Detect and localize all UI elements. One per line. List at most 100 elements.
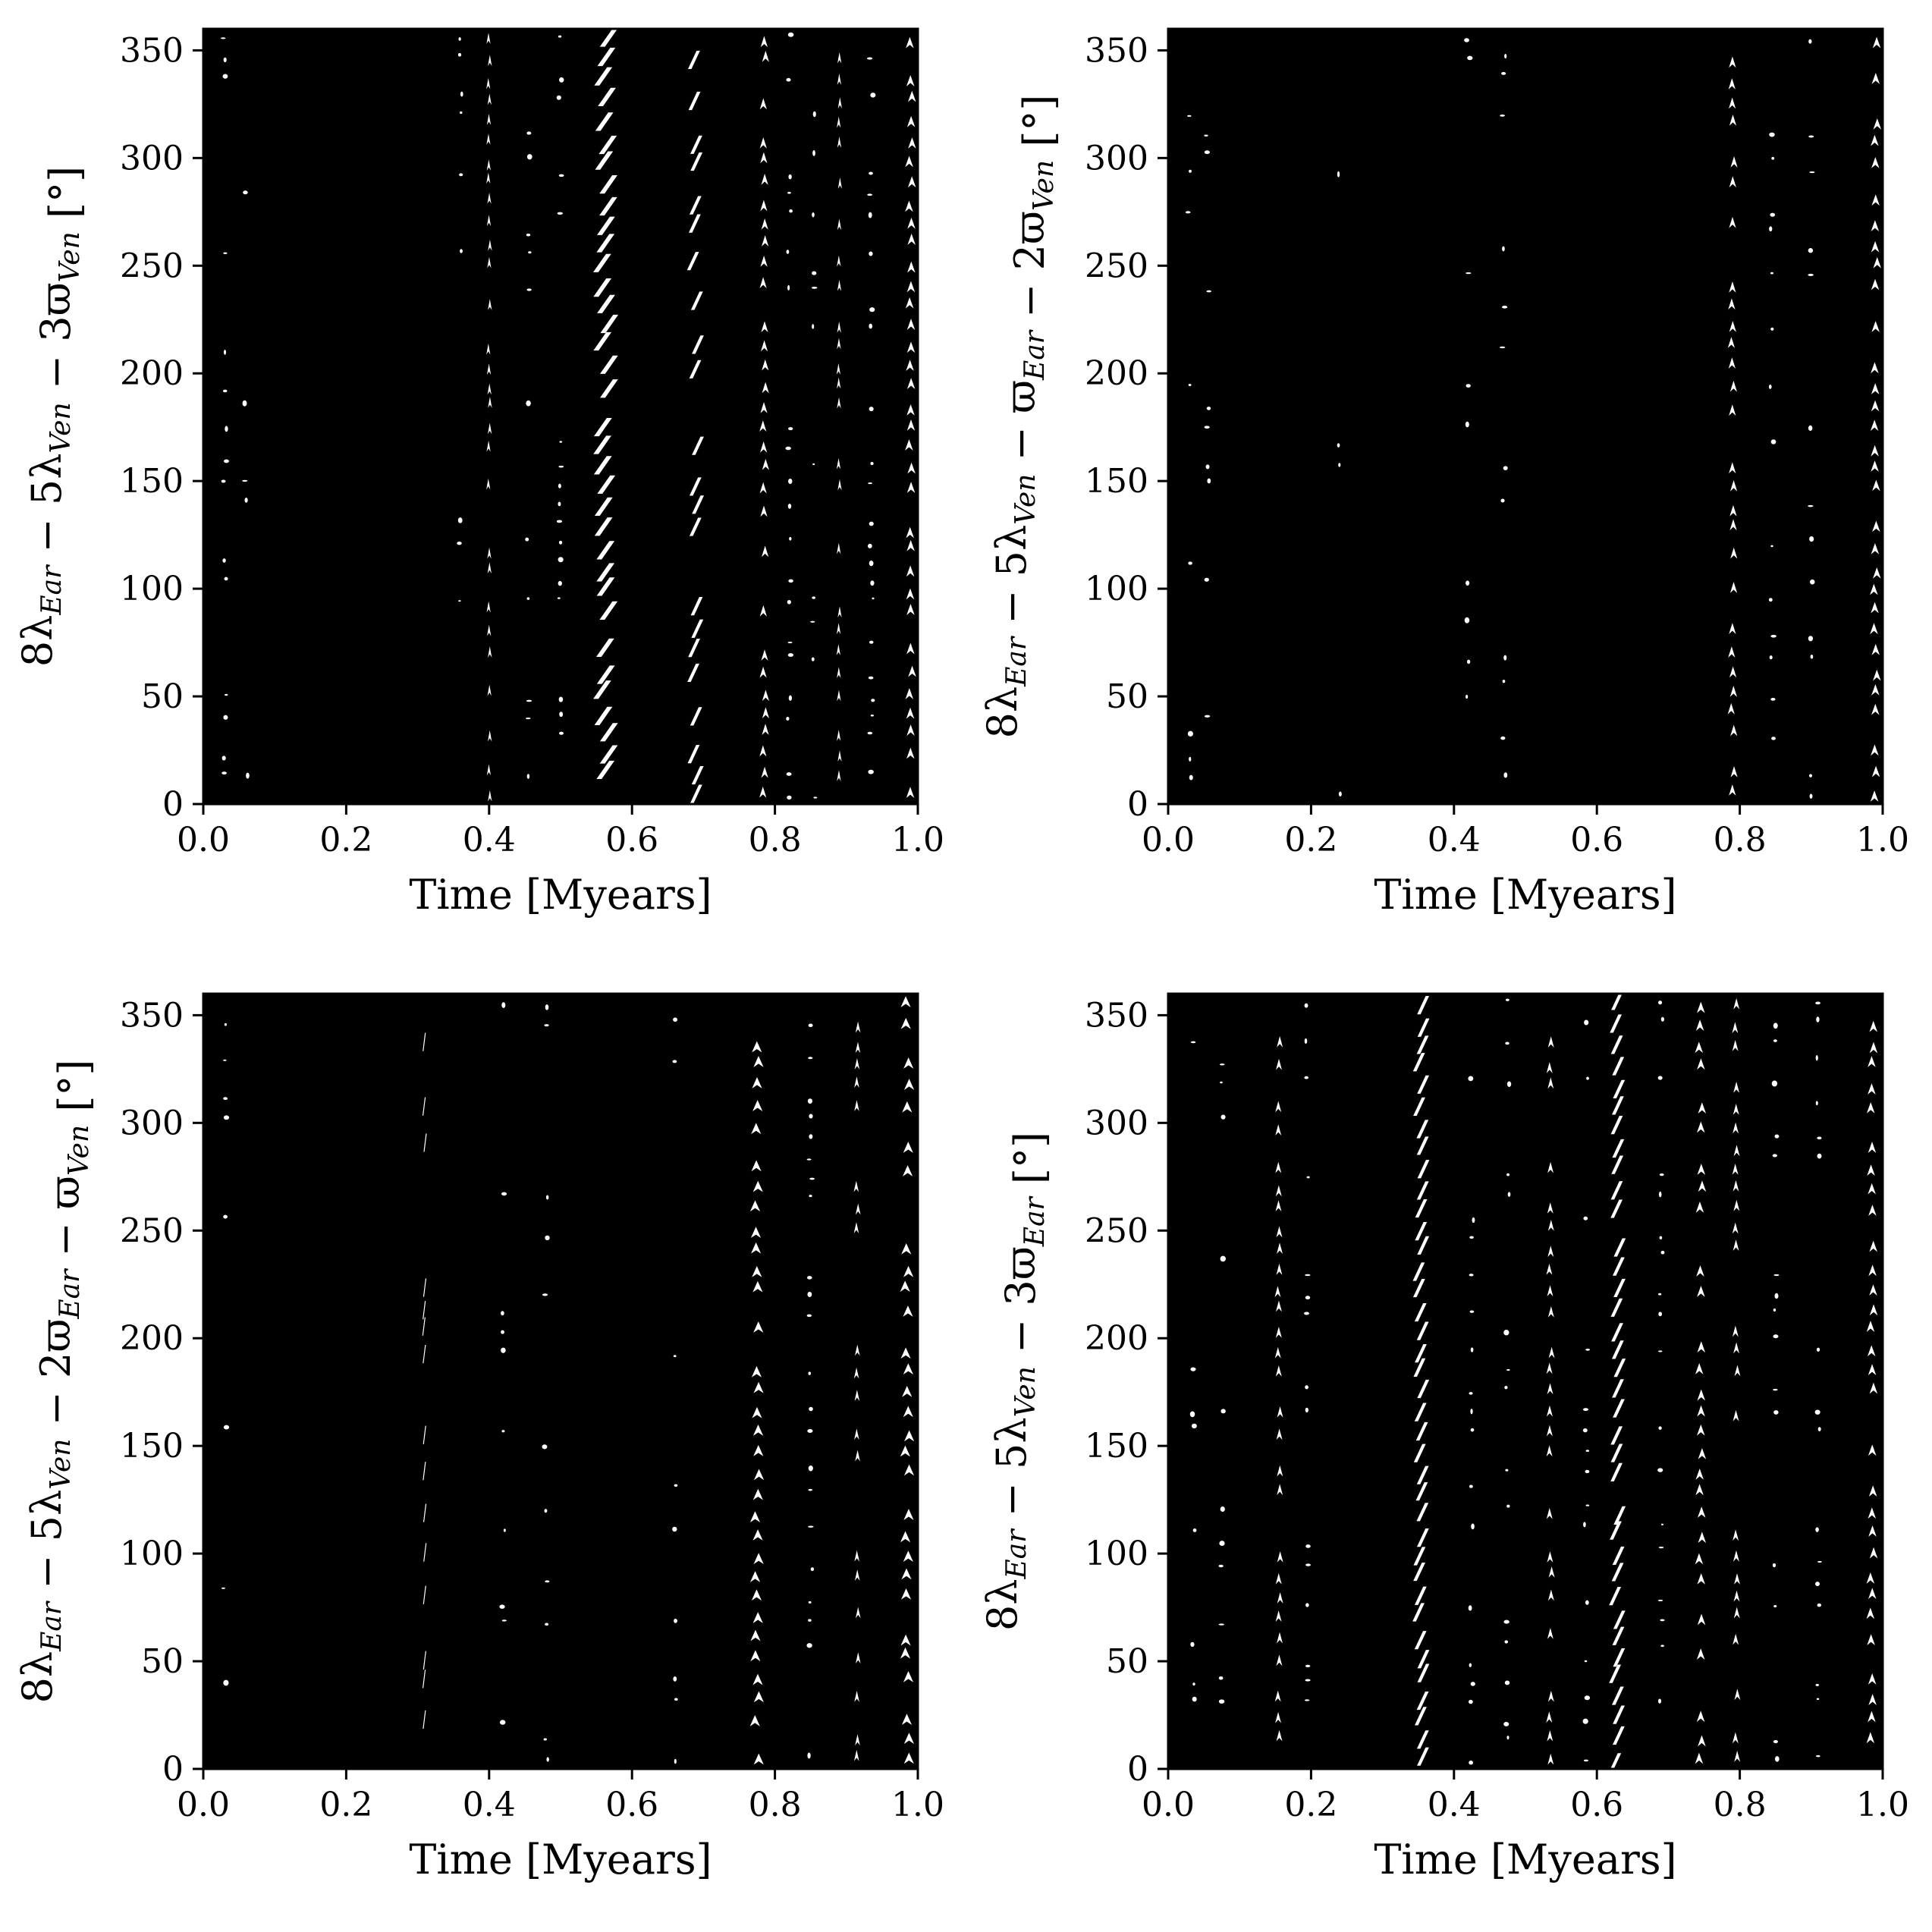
gap-mark — [810, 1567, 815, 1572]
x-tick-label: 0.6 — [1570, 821, 1623, 859]
gap-mark — [869, 307, 875, 313]
gap-mark — [1612, 1257, 1625, 1276]
gap-mark — [903, 1142, 913, 1153]
gap-mark — [1697, 1164, 1706, 1175]
gap-mark — [907, 217, 916, 229]
gap-mark — [1658, 1293, 1662, 1296]
gap-mark — [525, 717, 531, 720]
gap-mark — [457, 52, 462, 57]
gap-mark — [1697, 1286, 1705, 1297]
gap-mark — [855, 1607, 861, 1619]
gap-mark — [1871, 383, 1880, 394]
gap-mark — [1773, 1023, 1778, 1029]
gap-mark — [752, 1488, 763, 1500]
gap-mark — [599, 29, 618, 47]
gap-mark — [222, 389, 228, 393]
gap-mark — [806, 1276, 812, 1280]
gap-mark — [808, 1488, 813, 1491]
gap-mark — [1207, 478, 1211, 484]
gap-mark — [1506, 1504, 1510, 1508]
gap-mark — [1502, 680, 1506, 683]
gap-mark — [224, 1023, 227, 1026]
data-gaps — [220, 29, 916, 803]
gap-mark — [1546, 1362, 1553, 1374]
gap-mark — [868, 769, 874, 774]
gap-mark — [1869, 1240, 1877, 1252]
gap-mark — [1613, 1648, 1626, 1667]
gap-mark — [1585, 1450, 1590, 1452]
gap-mark — [1873, 118, 1882, 130]
gap-mark — [906, 707, 915, 719]
gap-mark — [1613, 1610, 1626, 1629]
gap-mark — [242, 479, 248, 482]
gap-mark — [749, 1571, 761, 1582]
gap-mark — [599, 196, 617, 216]
gap-mark — [1697, 1572, 1705, 1585]
gap-mark — [673, 1017, 678, 1022]
gap-mark — [222, 558, 226, 563]
y-tick-label: 200 — [120, 1319, 184, 1358]
gap-mark — [1815, 1582, 1820, 1587]
gap-mark — [906, 341, 916, 353]
gap-mark — [785, 446, 791, 451]
gap-mark — [1337, 171, 1340, 177]
gap-mark — [788, 427, 793, 431]
gap-mark — [869, 171, 873, 175]
gap-mark — [907, 176, 916, 188]
gap-mark — [687, 663, 699, 683]
gap-mark — [1582, 1718, 1588, 1724]
gap-mark — [900, 1347, 911, 1359]
gap-mark — [1815, 1054, 1818, 1061]
y-tick-label: 0 — [162, 1750, 184, 1789]
gap-mark — [487, 684, 492, 696]
gap-mark — [1728, 646, 1736, 658]
gap-mark — [760, 505, 768, 517]
gap-mark — [1695, 1553, 1704, 1565]
gap-mark — [1733, 1122, 1739, 1134]
y-tick-label: 50 — [1106, 1642, 1148, 1681]
gap-mark — [1613, 1278, 1626, 1298]
gap-mark — [806, 1643, 812, 1648]
gap-mark — [542, 1293, 548, 1296]
gap-mark — [487, 93, 492, 105]
gap-mark — [1770, 439, 1776, 445]
gap-mark — [1729, 114, 1737, 126]
gap-mark — [1775, 1756, 1780, 1762]
gap-mark — [486, 114, 492, 125]
gap-mark — [1468, 1076, 1474, 1082]
gap-mark — [854, 1390, 860, 1401]
gap-mark — [1192, 1682, 1195, 1686]
gap-mark — [759, 277, 767, 289]
gap-mark — [855, 1652, 861, 1664]
x-tick-label: 0.6 — [605, 1786, 658, 1824]
gap-mark — [1773, 1039, 1777, 1042]
gap-mark — [543, 1738, 547, 1741]
x-axis-label: Time [Myears] — [409, 1836, 712, 1883]
gap-mark — [1502, 306, 1508, 309]
gap-mark — [1770, 697, 1776, 701]
gap-mark — [526, 774, 530, 779]
gap-mark — [1469, 1274, 1474, 1277]
gap-mark — [1657, 1599, 1663, 1601]
gap-mark — [559, 712, 564, 718]
gap-mark — [224, 576, 228, 581]
gap-mark — [1727, 702, 1735, 715]
gap-mark — [1817, 1603, 1821, 1607]
gap-mark — [1416, 1181, 1429, 1200]
gap-mark — [1613, 1399, 1625, 1418]
gap-mark — [1770, 327, 1774, 331]
gap-mark — [1728, 78, 1736, 90]
gap-mark — [692, 335, 704, 354]
y-tick-label: 100 — [120, 570, 184, 608]
gap-mark — [854, 1428, 859, 1440]
gap-mark — [787, 504, 792, 509]
y-axis-label: 8λEar − 5λVen − 3ϖEar [°] — [979, 1132, 1054, 1631]
gap-mark — [786, 772, 792, 776]
gap-mark — [423, 1133, 427, 1152]
gap-mark — [1466, 659, 1471, 664]
gap-mark — [1546, 1711, 1553, 1723]
gap-mark — [1415, 1422, 1428, 1441]
gap-mark — [1871, 157, 1880, 168]
gap-mark — [853, 1222, 859, 1233]
gap-mark — [1734, 1365, 1741, 1377]
